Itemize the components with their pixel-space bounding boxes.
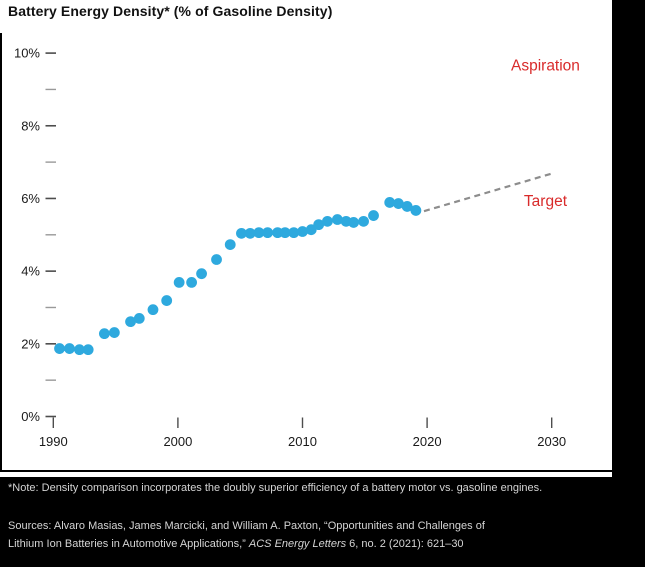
data-point xyxy=(262,227,274,239)
x-axis-tick-label: 1990 xyxy=(39,434,68,449)
data-point xyxy=(236,227,247,239)
data-point xyxy=(279,227,291,239)
data-point xyxy=(64,343,75,354)
x-axis-tick-label: 2010 xyxy=(288,434,317,449)
data-point xyxy=(54,343,65,354)
figure-frame-bottom-rule xyxy=(0,470,612,472)
data-point xyxy=(224,239,236,251)
data-point xyxy=(410,205,422,216)
chart-title: Battery Energy Density* (% of Gasoline D… xyxy=(8,3,333,19)
data-point xyxy=(368,210,379,221)
data-point xyxy=(82,344,94,356)
target-projection-dashed-line xyxy=(423,172,553,213)
y-axis-tick-label: 2% xyxy=(21,336,40,351)
data-point xyxy=(173,277,185,288)
data-point xyxy=(108,327,120,338)
data-point xyxy=(384,197,396,208)
chart-card: Battery Energy Density* (% of Gasoline D… xyxy=(0,0,612,477)
data-point xyxy=(393,198,404,209)
x-axis-tick-label: 2020 xyxy=(413,434,442,449)
figure-frame-left-rule xyxy=(0,33,2,472)
data-point xyxy=(211,254,222,265)
data-point xyxy=(186,277,198,288)
data-point xyxy=(288,227,300,239)
x-axis-tick-label: 2030 xyxy=(537,434,566,449)
y-axis-tick-label: 4% xyxy=(21,264,40,279)
data-point xyxy=(133,312,145,324)
data-point xyxy=(297,226,308,237)
data-point xyxy=(161,295,173,306)
x-axis-tick-label: 2000 xyxy=(163,434,192,449)
y-axis-tick-label: 6% xyxy=(21,191,40,206)
source-text-line2-prefix: Lithium Ion Batteries in Automotive Appl… xyxy=(8,537,249,550)
data-point xyxy=(331,214,343,225)
data-point xyxy=(74,344,85,356)
target-label: Target xyxy=(524,193,568,210)
data-point xyxy=(401,201,413,212)
scatter-chart: 0% 2% 4% 6% 8% 10% 1990 2000 2010 2020 2030 Aspirat… xyxy=(14,46,580,449)
y-axis-tick-label: 10% xyxy=(14,46,40,61)
data-point xyxy=(125,316,136,328)
source-journal-name: ACS Energy Letters xyxy=(248,537,347,550)
data-point xyxy=(348,217,359,228)
data-point xyxy=(322,215,333,227)
data-point xyxy=(196,268,207,280)
data-point xyxy=(272,227,283,239)
aspiration-label: Aspiration xyxy=(511,58,580,75)
y-axis-tick-label: 0% xyxy=(21,409,40,424)
source-text-line1: Sources: Alvaro Masias, James Marcicki, … xyxy=(8,520,485,532)
y-axis-tick-label: 8% xyxy=(21,118,40,133)
data-point xyxy=(313,219,325,231)
data-point xyxy=(98,328,110,340)
data-point xyxy=(147,304,159,316)
data-point xyxy=(358,215,369,227)
footnote-sources: Sources: Alvaro Masias, James Marcicki, … xyxy=(8,518,608,553)
data-point xyxy=(253,227,265,239)
data-point xyxy=(244,227,256,239)
source-text-line2-suffix: 6, no. 2 (2021): 621–30 xyxy=(346,537,464,550)
footnote-note: *Note: Density comparison incorporates t… xyxy=(8,482,543,494)
